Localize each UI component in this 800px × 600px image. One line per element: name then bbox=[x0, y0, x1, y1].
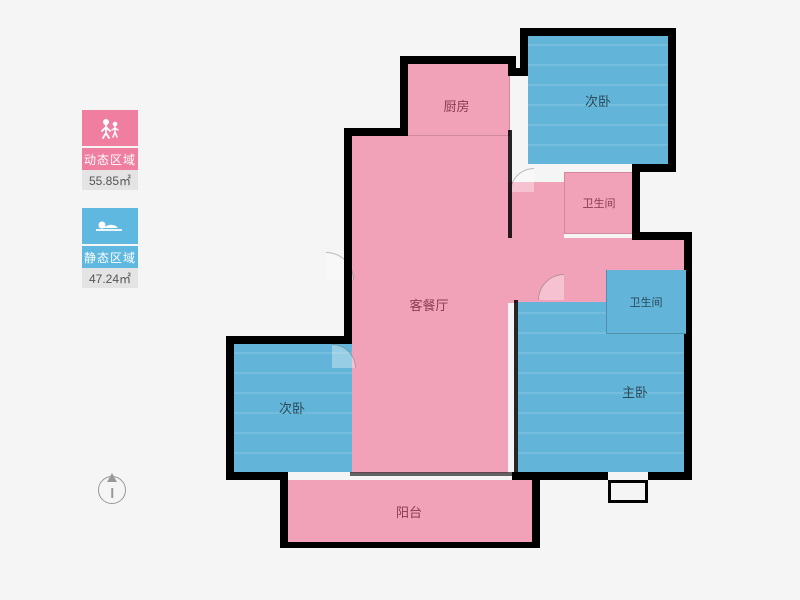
legend-dynamic: 动态区域 55.85㎡ bbox=[82, 110, 138, 190]
room-kitchen: 厨房 bbox=[403, 74, 510, 136]
room-bathroom2-label: 卫生间 bbox=[630, 294, 663, 310]
room-living-label: 客餐厅 bbox=[409, 295, 448, 314]
notch-pink bbox=[564, 270, 606, 302]
room-bathroom1: 卫生间 bbox=[564, 172, 634, 234]
room-bedroom2-top-label: 次卧 bbox=[585, 91, 611, 110]
room-bedroom2-top: 次卧 bbox=[528, 36, 668, 164]
room-living: 客餐厅 bbox=[350, 135, 508, 473]
room-balcony: 阳台 bbox=[286, 480, 532, 542]
living-ext-right2 bbox=[506, 238, 686, 270]
floor-plan: 客餐厅 厨房 次卧 卫生间 卫生间 主卧 次卧 阳台 bbox=[232, 20, 712, 580]
legend-dynamic-value: 55.85㎡ bbox=[82, 170, 138, 190]
room-bedroom2-left-label: 次卧 bbox=[279, 398, 305, 417]
legend-static-label: 静态区域 bbox=[82, 246, 138, 268]
legend: 动态区域 55.85㎡ 静态区域 47.24㎡ bbox=[82, 110, 138, 306]
legend-static-value: 47.24㎡ bbox=[82, 268, 138, 288]
door-arc bbox=[510, 168, 534, 192]
room-bathroom1-label: 卫生间 bbox=[583, 195, 616, 211]
kitchen-top-strip bbox=[403, 62, 510, 76]
room-master-label: 主卧 bbox=[622, 382, 648, 401]
room-balcony-label: 阳台 bbox=[396, 502, 422, 521]
compass-icon bbox=[98, 476, 126, 504]
people-icon bbox=[82, 110, 138, 146]
legend-static: 静态区域 47.24㎡ bbox=[82, 208, 138, 288]
room-kitchen-label: 厨房 bbox=[443, 96, 469, 115]
sleep-icon bbox=[82, 208, 138, 244]
legend-dynamic-label: 动态区域 bbox=[82, 148, 138, 170]
